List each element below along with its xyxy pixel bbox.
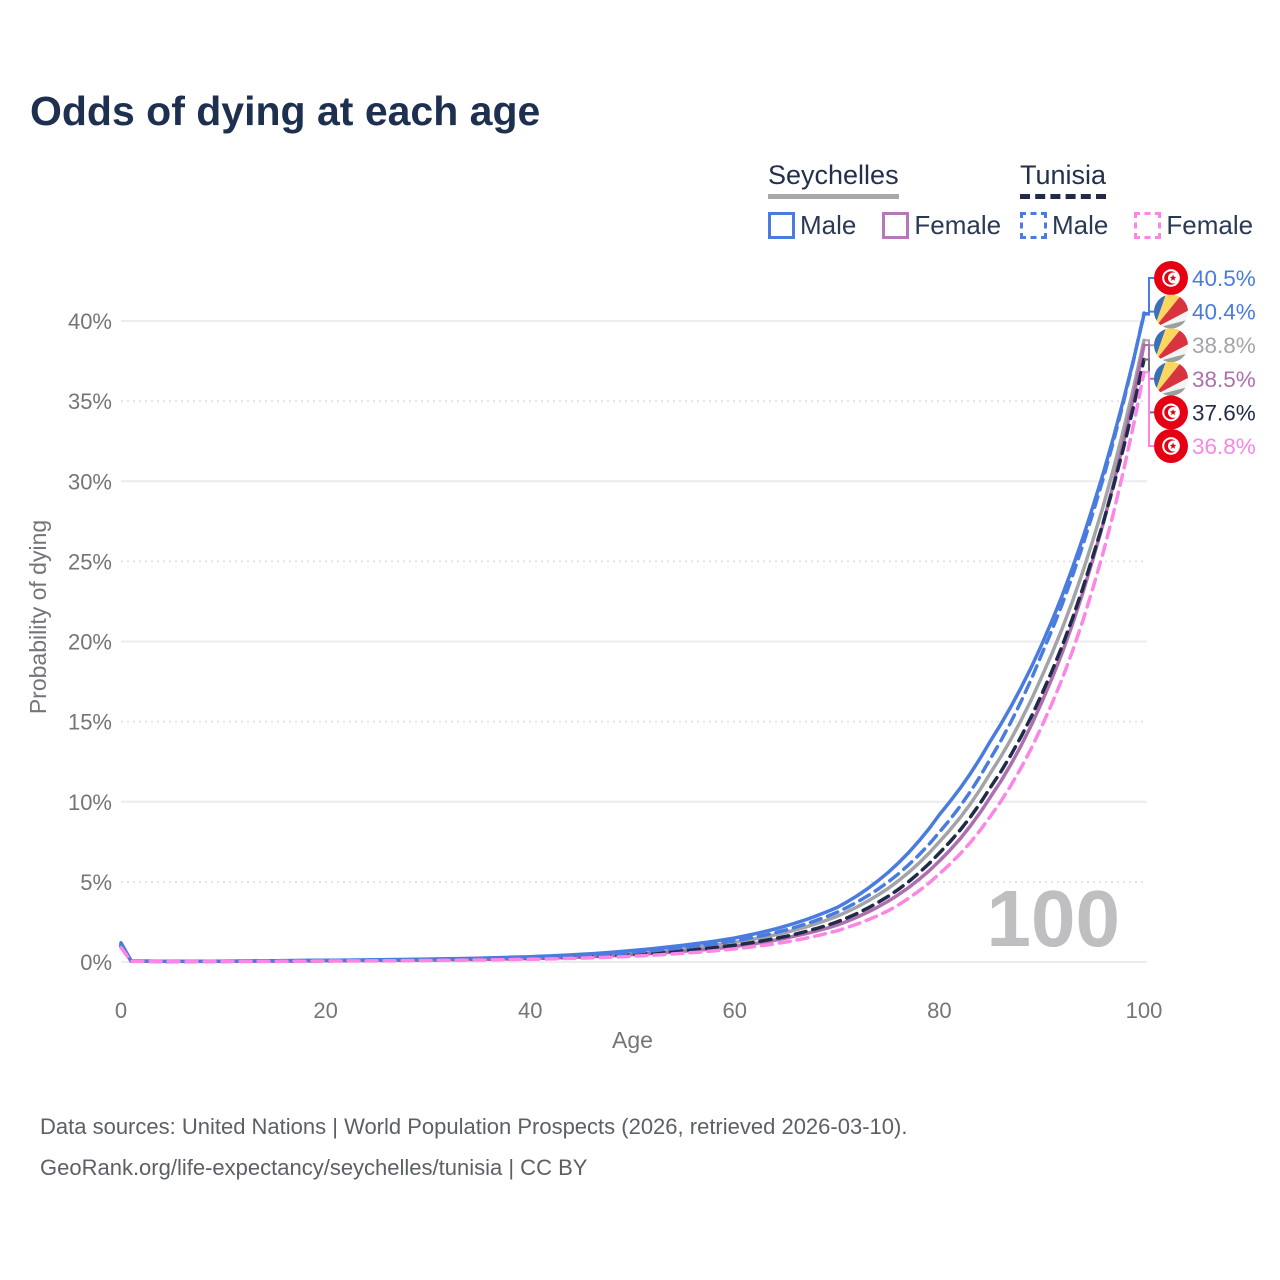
annotation-tunisia_male[interactable]: 40.5%: [1154, 261, 1256, 295]
annotation-connector: [1144, 339, 1154, 347]
tunisia-male-swatch-icon: [1020, 212, 1047, 239]
series-line-tunisia_female[interactable]: [119, 370, 1146, 964]
y-tick-label: 5%: [80, 870, 112, 895]
legend-header-seychelles[interactable]: Seychelles: [768, 160, 899, 199]
y-tick-label: 15%: [68, 710, 112, 735]
legend-row-tunisia: Male Female: [1020, 210, 1279, 241]
y-tick-label: 25%: [68, 549, 112, 574]
x-tick-label: 20: [313, 998, 337, 1023]
series-line-seychelles_female[interactable]: [119, 343, 1146, 964]
annotation-value-label: 40.4%: [1192, 300, 1256, 325]
seychelles-flag-icon: [1154, 328, 1188, 363]
legend-group-tunisia: Tunisia Male Female: [1020, 160, 1279, 241]
x-tick-label: 80: [927, 998, 951, 1023]
data-sources-line: Data sources: United Nations | World Pop…: [40, 1114, 908, 1139]
tunisia-female-swatch-icon: [1134, 212, 1162, 239]
x-axis-title: Age: [612, 1027, 653, 1053]
legend-item-tunisia-male[interactable]: Male: [1020, 210, 1108, 241]
y-tick-label: 35%: [68, 389, 112, 414]
annotation-value-label: 37.6%: [1192, 400, 1256, 425]
x-tick-label: 0: [115, 998, 127, 1023]
y-axis-title: Probability of dying: [25, 520, 51, 714]
series-line-tunisia_both[interactable]: [119, 357, 1146, 964]
legend-label-tunisia-female: Female: [1166, 210, 1254, 240]
annotation-value-label: 36.8%: [1192, 434, 1256, 459]
annotation-seychelles_both[interactable]: 38.8%: [1154, 328, 1256, 363]
annotation-value-label: 38.8%: [1192, 333, 1256, 358]
annotation-connector: [1144, 310, 1154, 316]
seychelles-flag-icon: [1154, 361, 1188, 396]
annotation-tunisia_female[interactable]: 36.8%: [1154, 429, 1256, 463]
legend-header-tunisia[interactable]: Tunisia: [1020, 160, 1107, 199]
seychelles-female-swatch-icon: [882, 212, 910, 239]
legend-label-tunisia-male: Male: [1052, 210, 1109, 240]
x-tick-label: 60: [723, 998, 747, 1023]
x-tick-label: 40: [518, 998, 542, 1023]
annotation-value-label: 38.5%: [1192, 367, 1256, 392]
tunisia-flag-icon: [1154, 429, 1188, 463]
attribution-line: GeoRank.org/life-expectancy/seychelles/t…: [40, 1155, 588, 1180]
series-line-seychelles_male[interactable]: [119, 312, 1146, 964]
legend-item-tunisia-female[interactable]: Female: [1134, 210, 1253, 241]
y-tick-label: 10%: [68, 790, 112, 815]
tunisia-flag-icon: [1154, 261, 1188, 295]
legend-group-seychelles: Seychelles Male Female: [768, 160, 1027, 241]
annotation-connector: [1144, 371, 1154, 447]
y-tick-label: 0%: [80, 950, 112, 975]
legend-label-seychelles-female: Female: [914, 210, 1002, 240]
annotation-seychelles_male[interactable]: 40.4%: [1154, 294, 1256, 329]
annotation-value-label: 40.5%: [1192, 266, 1256, 291]
x-tick-label: 100: [1126, 998, 1163, 1023]
page-title: Odds of dying at each age: [30, 88, 541, 134]
series-line-tunisia_male[interactable]: [119, 311, 1146, 964]
tunisia-flag-icon: [1154, 395, 1188, 430]
seychelles-flag-icon: [1154, 294, 1188, 329]
seychelles-male-swatch-icon: [768, 212, 795, 239]
y-tick-label: 40%: [68, 309, 112, 334]
footer: Data sources: United Nations | World Pop…: [40, 1106, 907, 1188]
y-tick-label: 20%: [68, 630, 112, 655]
legend-label-seychelles-male: Male: [800, 210, 857, 240]
age-watermark: 100: [987, 874, 1120, 963]
annotation-seychelles_female[interactable]: 38.5%: [1154, 361, 1256, 396]
legend-item-seychelles-male[interactable]: Male: [768, 210, 856, 241]
y-tick-label: 30%: [68, 469, 112, 494]
series-line-seychelles_both[interactable]: [119, 338, 1146, 964]
annotation-tunisia_both[interactable]: 37.6%: [1154, 395, 1256, 430]
annotation-connector: [1144, 277, 1154, 314]
legend-item-seychelles-female[interactable]: Female: [882, 210, 1001, 241]
legend-row-seychelles: Male Female: [768, 210, 1027, 241]
